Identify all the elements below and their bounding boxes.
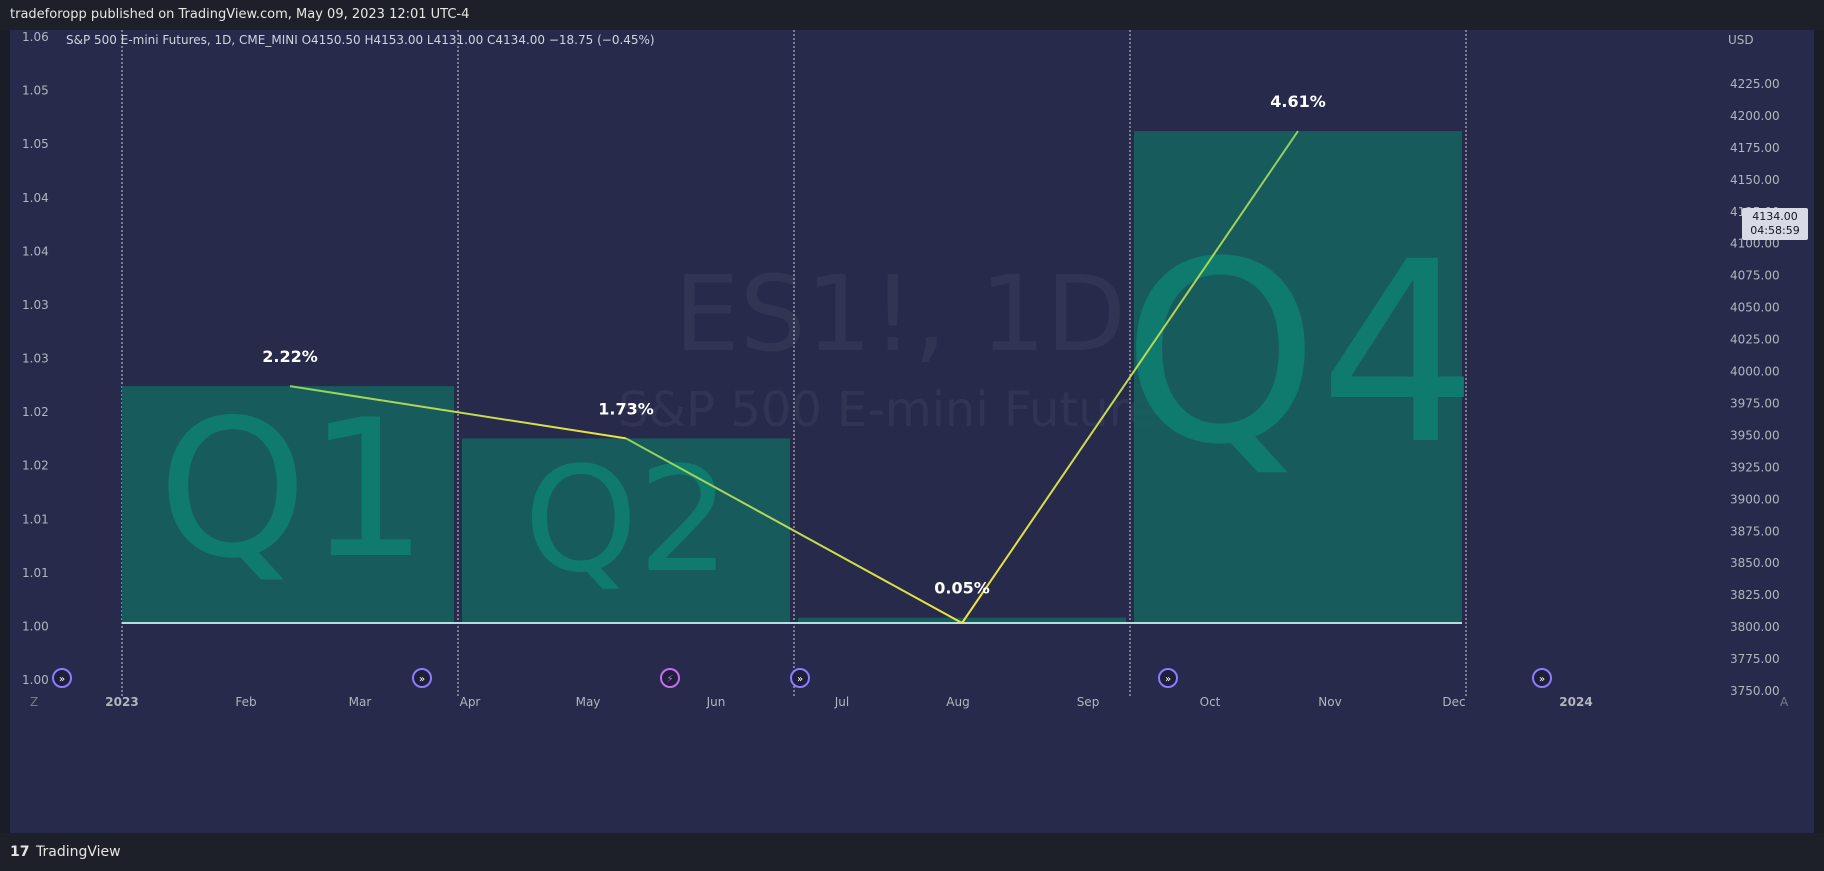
right-axis-tick: 3750.00 — [1730, 684, 1780, 698]
price-tag-value: 4134.00 — [1752, 210, 1798, 223]
quarter-bar-label: Q4 — [1122, 208, 1478, 499]
tradingview-logo-icon[interactable]: 17 — [10, 844, 30, 860]
x-axis-tick: Dec — [1442, 695, 1465, 709]
data-label: 4.61% — [1270, 92, 1326, 111]
price-tag-bg — [1742, 208, 1808, 240]
footer: 17 TradingView — [0, 833, 1824, 871]
right-axis-tick: 3850.00 — [1730, 556, 1780, 570]
right-axis-tick: 4075.00 — [1730, 269, 1780, 283]
dividend-event-icon[interactable]: » — [1158, 668, 1178, 688]
left-axis-tick: 1.03 — [22, 298, 49, 312]
right-axis-tick: 3950.00 — [1730, 428, 1780, 442]
right-axis-tick: 3775.00 — [1730, 652, 1780, 666]
event-marker-glyph: » — [59, 674, 65, 685]
data-label: 1.73% — [598, 399, 654, 418]
event-marker-glyph: » — [419, 674, 425, 685]
data-label: 0.05% — [934, 579, 990, 598]
right-axis-tick: 4200.00 — [1730, 109, 1780, 123]
left-axis-tick: 1.03 — [22, 352, 49, 366]
event-marker-circle — [412, 668, 432, 688]
quarter-bar — [462, 438, 790, 623]
x-axis-tick: 2024 — [1559, 695, 1592, 709]
event-marker-glyph: » — [1539, 674, 1545, 685]
trend-line-segment — [289, 385, 627, 440]
left-axis-tick: 1.02 — [22, 405, 49, 419]
x-axis-right-corner: A — [1780, 695, 1789, 709]
right-axis-tick: 3875.00 — [1730, 524, 1780, 538]
x-axis-tick: Mar — [349, 695, 372, 709]
dividend-event-icon[interactable]: » — [1532, 668, 1552, 688]
event-marker-glyph: » — [797, 674, 803, 685]
left-axis-tick: 1.01 — [22, 566, 49, 580]
left-axis-tick: 1.04 — [22, 244, 49, 258]
tradingview-brand[interactable]: TradingView — [36, 844, 121, 860]
left-axis-tick: 1.02 — [22, 459, 49, 473]
quarter-bar — [798, 617, 1126, 623]
right-axis-tick: 3900.00 — [1730, 492, 1780, 506]
left-axis-tick: 1.05 — [22, 84, 49, 98]
quarter-bar — [122, 386, 454, 623]
chart-canvas[interactable]: ES1!, 1D S&P 500 E-mini Futures Q1 Q2 Q4 2.22… — [10, 30, 1814, 833]
quarter-bar-label: Q2 — [524, 436, 730, 605]
x-axis-tick: Apr — [460, 695, 481, 709]
event-marker-circle — [52, 668, 72, 688]
left-axis-tick: 1.00 — [22, 673, 49, 687]
quarter-bar — [1134, 131, 1462, 623]
right-axis-tick: 4100.00 — [1730, 237, 1780, 251]
right-axis-tick: 3975.00 — [1730, 396, 1780, 410]
event-marker-glyph: ⚡ — [666, 674, 673, 685]
legend-line: S&P 500 E-mini Futures, 1D, CME_MINI O41… — [66, 33, 655, 47]
publish-header: tradeforopp published on TradingView.com… — [0, 0, 1824, 30]
trend-line-segment — [625, 437, 963, 624]
event-marker-circle — [790, 668, 810, 688]
left-axis-tick: 1.04 — [22, 191, 49, 205]
x-axis-tick: 2023 — [105, 695, 138, 709]
x-axis-tick: Jun — [706, 695, 726, 709]
left-axis-tick: 1.01 — [22, 512, 49, 526]
event-marker-glyph: » — [1165, 674, 1171, 685]
x-axis-tick: Aug — [946, 695, 969, 709]
left-axis-tick: 1.00 — [22, 619, 49, 633]
x-axis-tick: Sep — [1077, 695, 1100, 709]
x-axis-tick: Nov — [1318, 695, 1341, 709]
watermark-symbol: ES1!, 1D — [674, 253, 1126, 375]
x-axis-left-corner: Z — [30, 695, 38, 709]
data-label: 2.22% — [262, 347, 318, 366]
watermark-description: S&P 500 E-mini Futures — [618, 382, 1182, 438]
right-axis-tick: 4175.00 — [1730, 141, 1780, 155]
left-axis-tick: 1.06 — [22, 30, 49, 44]
chart-frame[interactable]: ES1!, 1D S&P 500 E-mini Futures Q1 Q2 Q4 2.22… — [10, 30, 1814, 833]
dividend-event-icon[interactable]: » — [412, 668, 432, 688]
event-marker-circle — [660, 668, 680, 688]
right-axis-tick: 4150.00 — [1730, 173, 1780, 187]
x-axis-tick: Oct — [1200, 695, 1221, 709]
left-axis-tick: 1.05 — [22, 137, 49, 151]
split-event-icon[interactable]: ⚡ — [660, 668, 680, 688]
published-text: tradeforopp published on TradingView.com… — [10, 7, 470, 22]
dividend-event-icon[interactable]: » — [790, 668, 810, 688]
quarter-bar-label: Q1 — [158, 379, 428, 600]
price-tag-countdown: 04:58:59 — [1750, 224, 1799, 237]
event-marker-circle — [1158, 668, 1178, 688]
trend-line-segment — [961, 130, 1299, 624]
x-axis-tick: Jul — [834, 695, 849, 709]
x-axis-tick: Feb — [235, 695, 256, 709]
x-axis-tick: May — [576, 695, 601, 709]
right-axis-unit: USD — [1728, 33, 1754, 47]
event-marker-circle — [1532, 668, 1552, 688]
right-axis-tick: 3800.00 — [1730, 620, 1780, 634]
right-axis-tick: 4025.00 — [1730, 333, 1780, 347]
right-axis-tick: 4050.00 — [1730, 301, 1780, 315]
right-axis-tick: 4000.00 — [1730, 365, 1780, 379]
right-axis-tick: 3825.00 — [1730, 588, 1780, 602]
dividend-event-icon[interactable]: » — [52, 668, 72, 688]
right-axis-tick: 4225.00 — [1730, 77, 1780, 91]
right-axis-tick: 3925.00 — [1730, 460, 1780, 474]
